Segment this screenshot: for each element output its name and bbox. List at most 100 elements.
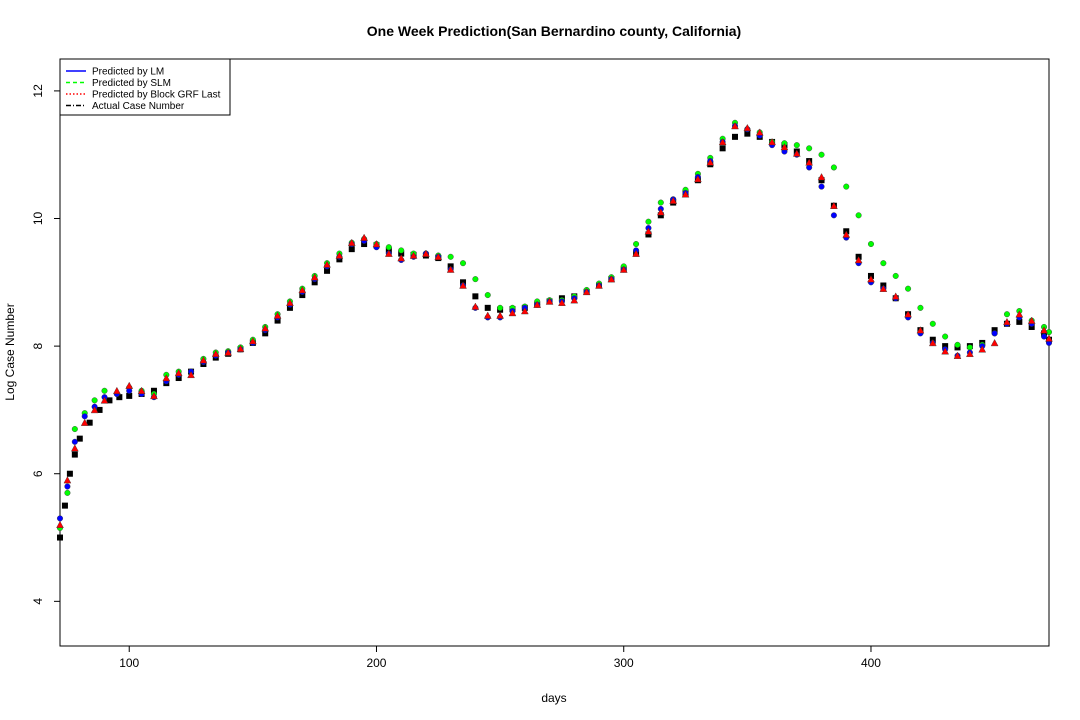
data-point (71, 451, 78, 458)
data-point (211, 349, 220, 357)
data-point (361, 241, 368, 248)
data-point (731, 122, 739, 130)
data-point (261, 324, 270, 332)
x-tick-label: 200 (366, 656, 386, 670)
data-point (991, 330, 998, 337)
data-point (422, 249, 430, 257)
data-point (298, 286, 307, 294)
data-point (928, 339, 937, 347)
data-point (286, 304, 293, 311)
data-point (656, 208, 665, 216)
data-point (311, 279, 318, 286)
legend-label: Predicted by Block GRF Last (92, 90, 221, 101)
data-point (744, 130, 751, 137)
y-axis-title: Log Case Number (3, 303, 17, 400)
data-point (372, 240, 381, 248)
y-tick-label: 6 (31, 470, 45, 477)
data-point (64, 489, 71, 496)
data-point (101, 387, 108, 394)
series-actual-case-number (57, 130, 1052, 541)
data-point (61, 502, 68, 509)
data-point (324, 267, 331, 274)
series-predicted-by-lm (57, 122, 1052, 522)
data-point (63, 476, 72, 484)
data-point (484, 292, 491, 299)
data-point (966, 344, 973, 351)
plot-frame (59, 58, 1050, 647)
data-point (681, 190, 690, 198)
data-point (607, 275, 616, 283)
data-point (669, 196, 678, 204)
data-point (917, 304, 924, 311)
data-point (310, 273, 319, 281)
data-point (385, 244, 392, 251)
data-point (397, 254, 406, 262)
data-point (830, 164, 837, 171)
data-point (1015, 310, 1024, 318)
data-point (86, 419, 93, 426)
data-point (236, 344, 245, 352)
data-point (842, 230, 851, 238)
data-point (116, 394, 123, 401)
data-point (496, 311, 504, 319)
legend-label: Actual Case Number (92, 101, 185, 112)
data-point (880, 260, 887, 267)
data-point (632, 249, 640, 257)
data-point (299, 292, 306, 299)
data-point (991, 327, 998, 334)
data-point (508, 309, 517, 317)
data-point (891, 292, 900, 300)
data-point (718, 138, 727, 146)
data-point (854, 256, 863, 264)
data-point (706, 158, 715, 166)
data-point (187, 370, 195, 379)
y-tick-label: 10 (31, 212, 45, 226)
data-point (150, 387, 157, 394)
data-point (137, 386, 146, 394)
data-point (81, 413, 88, 420)
data-point (806, 145, 813, 152)
data-point (855, 212, 862, 219)
x-tick-label: 400 (861, 656, 881, 670)
series-predicted-by-block-grf-last (56, 122, 1053, 528)
data-point (558, 298, 566, 306)
y-tick-label: 12 (31, 84, 45, 98)
data-point (1045, 334, 1053, 342)
data-point (966, 349, 974, 357)
x-axis-title: days (541, 691, 566, 705)
data-point (335, 251, 344, 259)
data-point (57, 515, 64, 522)
data-point (56, 520, 64, 528)
x-tick-label: 300 (614, 656, 634, 670)
data-point (867, 241, 874, 248)
data-point (484, 304, 491, 311)
legend-box (59, 58, 231, 116)
data-point (459, 281, 467, 289)
data-point (1028, 323, 1035, 330)
data-point (472, 276, 479, 283)
data-point (818, 151, 825, 158)
data-point (71, 444, 79, 452)
data-point (520, 307, 529, 315)
data-point (224, 348, 232, 356)
data-point (657, 199, 664, 206)
data-point (64, 483, 71, 490)
data-point (582, 287, 591, 296)
data-points (56, 119, 1053, 541)
y-tick-label: 4 (31, 598, 45, 605)
data-point (904, 310, 912, 318)
data-point (1041, 333, 1048, 340)
x-tick-label: 100 (119, 656, 139, 670)
data-point (892, 272, 899, 279)
data-point (644, 227, 653, 235)
data-point (953, 351, 962, 359)
data-point (1016, 318, 1023, 325)
data-point (916, 326, 925, 334)
data-point (830, 201, 838, 209)
data-point (446, 265, 455, 273)
data-point (805, 158, 814, 166)
data-point (66, 470, 73, 477)
data-point (471, 302, 480, 310)
